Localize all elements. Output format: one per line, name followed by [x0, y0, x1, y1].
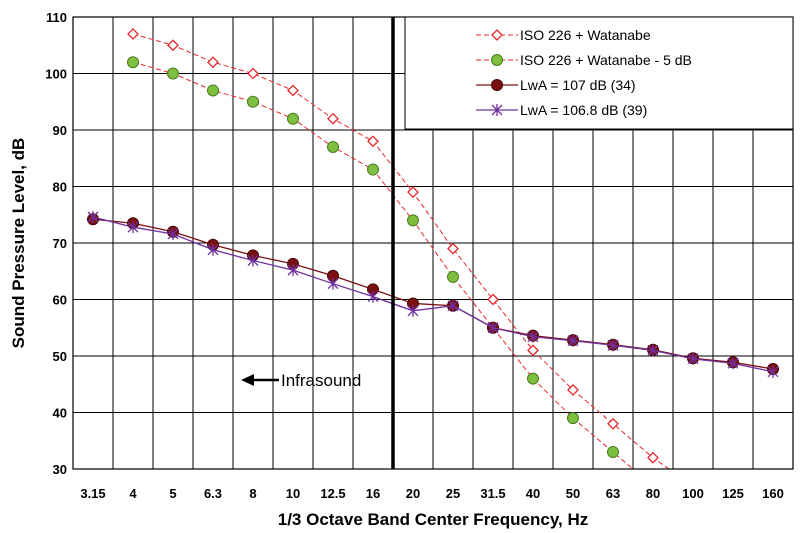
annotation: Infrasound — [241, 371, 361, 390]
axes: 30 40 50 60 70 80 90 100 110 3.15 4 5 6.3 8 10 12.5 16 20… — [45, 10, 794, 501]
data-point — [207, 243, 219, 256]
x-tick-label: 80 — [646, 486, 660, 501]
data-point — [607, 446, 619, 459]
data-point — [367, 290, 379, 303]
x-tick-label: 8 — [249, 486, 256, 501]
data-point — [487, 293, 499, 306]
data-point — [491, 79, 503, 91]
data-point — [688, 509, 699, 520]
data-point — [287, 112, 299, 125]
x-tick-label: 10 — [286, 486, 300, 501]
infrasound-label: Infrasound — [281, 371, 361, 390]
legend-label: ISO 226 + Watanabe - 5 dB — [520, 52, 692, 68]
data-point — [407, 214, 419, 227]
data-point — [727, 357, 739, 370]
data-point — [491, 104, 503, 116]
data-point — [447, 299, 459, 312]
data-point — [407, 304, 419, 317]
data-point — [447, 270, 459, 283]
x-tick-label: 31.5 — [480, 486, 505, 501]
data-point — [607, 417, 619, 430]
data-point — [247, 67, 259, 80]
data-point — [367, 135, 379, 148]
x-axis-title: 1/3 Octave Band Center Frequency, Hz — [278, 510, 589, 529]
x-tick-label: 4 — [129, 486, 137, 501]
x-tick-label: 3.15 — [80, 486, 105, 501]
x-tick-label: 125 — [722, 486, 744, 501]
y-axis-title: Sound Pressure Level, dB — [9, 138, 28, 349]
y-tick-label: 50 — [53, 349, 67, 364]
data-point — [607, 339, 619, 352]
data-point — [327, 112, 339, 125]
data-point — [127, 221, 139, 234]
data-point — [567, 412, 579, 425]
series-3 — [87, 211, 779, 378]
data-point — [287, 264, 299, 277]
data-point — [687, 352, 699, 365]
legend-label: ISO 226 + Watanabe — [520, 27, 651, 43]
x-tick-label: 160 — [762, 486, 784, 501]
y-tick-label: 110 — [46, 10, 67, 25]
y-tick-label: 70 — [53, 236, 67, 251]
data-point — [87, 211, 99, 224]
data-point — [567, 383, 579, 396]
data-point — [447, 242, 459, 255]
x-tick-label: 63 — [606, 486, 620, 501]
data-point — [527, 330, 539, 343]
data-point — [287, 84, 299, 97]
data-point — [491, 29, 503, 41]
series-line — [92, 216, 774, 373]
data-point — [247, 254, 259, 267]
x-tick-label: 25 — [446, 486, 460, 501]
data-point — [207, 56, 219, 69]
data-point — [487, 321, 499, 334]
y-tick-label: 60 — [53, 293, 67, 308]
legend-label: LwA = 106.8 dB (39) — [520, 102, 647, 118]
data-point — [647, 451, 659, 464]
series-layer — [87, 28, 779, 520]
x-tick-label: 40 — [526, 486, 540, 501]
x-tick-label: 5 — [169, 486, 176, 501]
legend-box — [404, 16, 794, 130]
x-tick-label: 6.3 — [204, 486, 222, 501]
data-point — [327, 140, 339, 153]
data-point — [491, 54, 503, 66]
data-point — [767, 365, 779, 378]
data-point — [527, 344, 539, 357]
data-point — [527, 372, 539, 385]
y-tick-label: 80 — [53, 180, 67, 195]
data-point — [167, 227, 179, 240]
data-point — [247, 95, 259, 108]
data-point — [127, 56, 139, 69]
x-tick-label: 20 — [406, 486, 420, 501]
y-tick-label: 40 — [53, 406, 67, 421]
y-tick-label: 90 — [53, 123, 67, 138]
data-point — [327, 277, 339, 290]
x-tick-label: 100 — [682, 486, 704, 501]
data-point — [167, 67, 179, 80]
x-tick-label: 12.5 — [320, 486, 345, 501]
data-point — [647, 344, 659, 357]
data-point — [567, 334, 579, 347]
legend-label: LwA = 107 dB (34) — [520, 77, 636, 93]
x-tick-label: 50 — [566, 486, 580, 501]
data-point — [207, 84, 219, 97]
data-point — [167, 39, 179, 52]
data-point — [407, 186, 419, 199]
legend: ISO 226 + Watanabe ISO 226 + Watanabe - 5… — [404, 16, 794, 130]
y-tick-label: 100 — [45, 67, 67, 82]
x-tick-label: 16 — [366, 486, 380, 501]
series-0 — [127, 28, 670, 469]
data-point — [127, 28, 139, 40]
y-tick-label: 30 — [53, 462, 67, 477]
data-point — [367, 163, 379, 176]
infrasound-arrow-head — [241, 374, 254, 386]
